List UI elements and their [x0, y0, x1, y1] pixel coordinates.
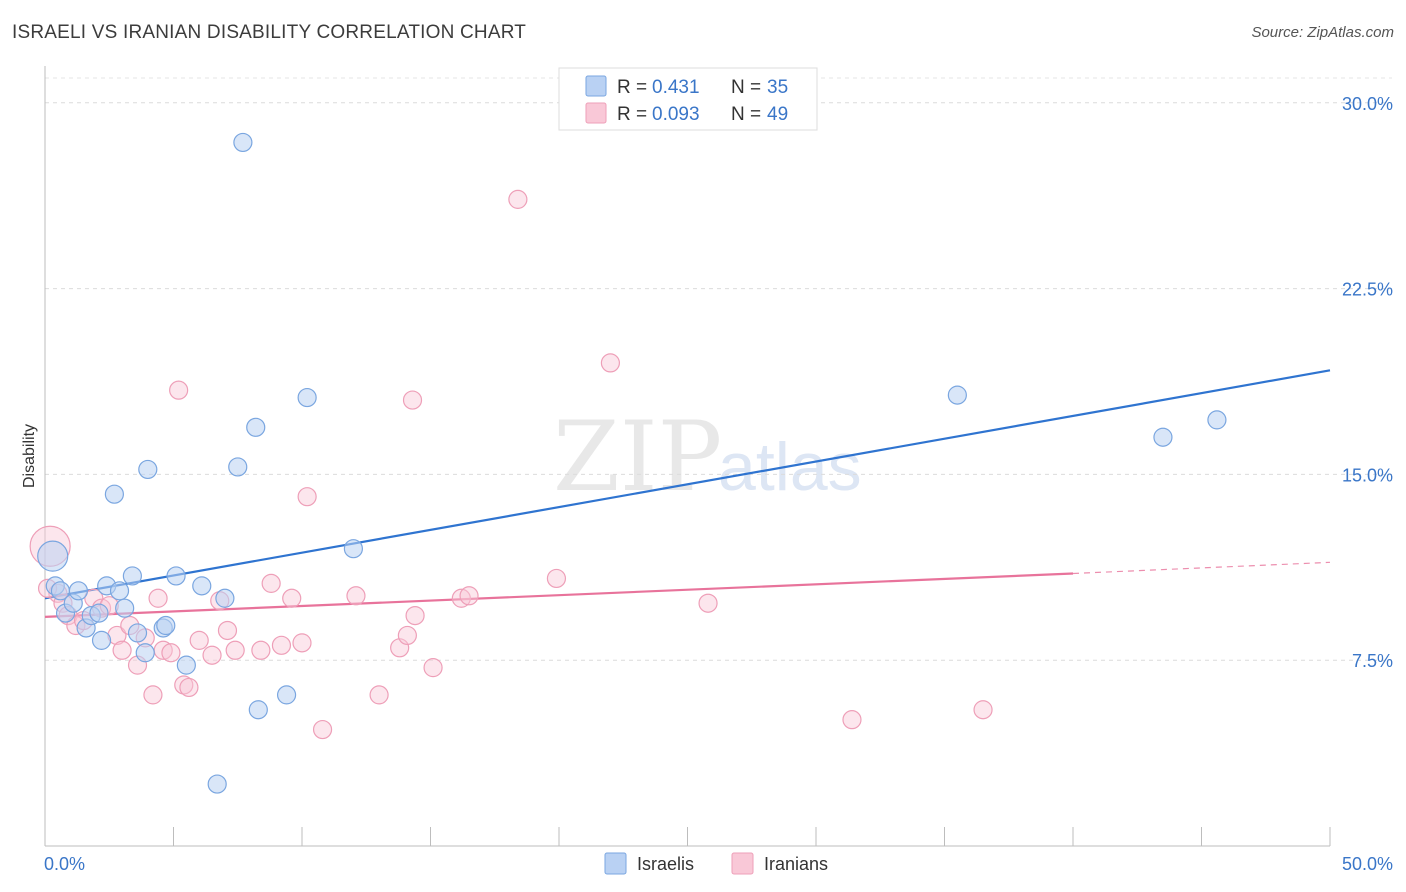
point-iranians	[292, 633, 312, 653]
x-tick-label-min: 0.0%	[44, 854, 85, 874]
point-israelis	[89, 603, 109, 623]
watermark-zip: ZIP	[553, 401, 722, 513]
legend-swatch-iranians	[585, 102, 607, 124]
point-iranians	[402, 390, 423, 410]
point-israelis	[1207, 410, 1227, 430]
point-israelis	[276, 685, 297, 705]
series-legend-label-iranians: Iranians	[764, 854, 828, 874]
point-israelis	[192, 576, 212, 596]
y-tick-label: 7.5%	[1352, 651, 1393, 671]
legend-n-label-israelis: N =	[731, 77, 761, 98]
point-israelis	[37, 540, 69, 572]
axes	[44, 66, 1331, 847]
point-iranians	[546, 568, 567, 589]
point-israelis	[109, 581, 130, 601]
legend-n-label-iranians: N =	[731, 104, 761, 125]
point-iranians	[202, 645, 222, 665]
point-israelis	[248, 700, 268, 720]
point-israelis	[1153, 427, 1173, 447]
point-israelis	[233, 132, 253, 153]
point-iranians	[405, 605, 425, 626]
series-legend: Israelis Iranians	[604, 852, 828, 875]
point-israelis	[156, 615, 176, 636]
y-axis-label: Disability	[21, 424, 38, 488]
y-tick-labels: 7.5% 15.0% 22.5% 30.0%	[1342, 94, 1393, 671]
point-israelis	[207, 774, 227, 794]
point-iranians	[189, 630, 209, 650]
point-israelis	[246, 417, 266, 437]
point-iranians	[297, 487, 317, 507]
point-iranians	[261, 573, 281, 593]
point-iranians	[842, 710, 862, 730]
point-iranians	[161, 643, 181, 663]
point-iranians	[312, 719, 333, 740]
source-credit: Source: ZipAtlas.com	[1251, 24, 1394, 41]
legend-r-value-iranians: 0.093	[652, 104, 700, 125]
point-israelis	[215, 588, 235, 608]
point-iranians	[698, 593, 718, 613]
point-israelis	[135, 643, 155, 663]
point-israelis	[104, 484, 124, 504]
point-israelis	[91, 630, 112, 650]
point-iranians	[346, 586, 366, 606]
point-iranians	[179, 677, 199, 698]
point-iranians	[148, 588, 168, 608]
point-iranians	[423, 658, 443, 678]
point-israelis	[228, 457, 248, 477]
legend-swatch-israelis	[585, 75, 607, 97]
point-iranians	[397, 625, 417, 646]
point-israelis	[127, 623, 148, 643]
legend-n-value-iranians: 49	[767, 104, 788, 125]
point-iranians	[369, 685, 389, 705]
correlation-legend: R = 0.431 N = 35 R = 0.093 N = 49	[558, 67, 818, 131]
point-iranians	[459, 586, 479, 606]
point-iranians	[508, 189, 528, 209]
series-legend-label-israelis: Israelis	[637, 854, 694, 874]
y-tick-label: 22.5%	[1342, 280, 1393, 300]
point-israelis	[176, 655, 196, 675]
point-israelis	[343, 539, 363, 559]
chart-title: ISRAELI VS IRANIAN DISABILITY CORRELATIO…	[12, 22, 527, 43]
point-iranians	[973, 700, 993, 720]
point-israelis	[115, 598, 135, 618]
point-iranians	[225, 640, 245, 660]
legend-r-value-israelis: 0.431	[652, 77, 700, 98]
point-iranians	[600, 353, 621, 373]
point-iranians	[174, 675, 194, 695]
point-iranians	[451, 588, 471, 608]
point-israelis	[68, 581, 89, 601]
point-iranians	[143, 685, 163, 705]
point-iranians	[271, 635, 292, 655]
point-iranians	[282, 588, 302, 608]
series-legend-swatch-israelis	[604, 852, 627, 875]
series-legend-swatch-iranians	[731, 852, 754, 875]
trend-line-israelis	[44, 369, 1331, 600]
point-israelis	[947, 385, 967, 405]
point-israelis	[166, 566, 186, 586]
trend-line-iranians-extension	[1072, 561, 1331, 575]
legend-n-value-israelis: 35	[767, 77, 788, 98]
point-iranians	[169, 380, 189, 400]
data-points	[29, 132, 1227, 794]
legend-r-label-israelis: R =	[617, 77, 647, 98]
point-iranians	[217, 620, 238, 641]
y-tick-label: 30.0%	[1342, 94, 1393, 114]
point-iranians	[112, 640, 132, 660]
x-tick-label-max: 50.0%	[1342, 854, 1393, 874]
legend-r-label-iranians: R =	[617, 104, 647, 125]
gridlines	[45, 77, 1392, 661]
y-tick-label: 15.0%	[1342, 465, 1393, 485]
point-israelis	[297, 387, 317, 408]
point-israelis	[138, 459, 158, 480]
point-israelis	[122, 566, 142, 586]
point-iranians	[251, 640, 271, 660]
